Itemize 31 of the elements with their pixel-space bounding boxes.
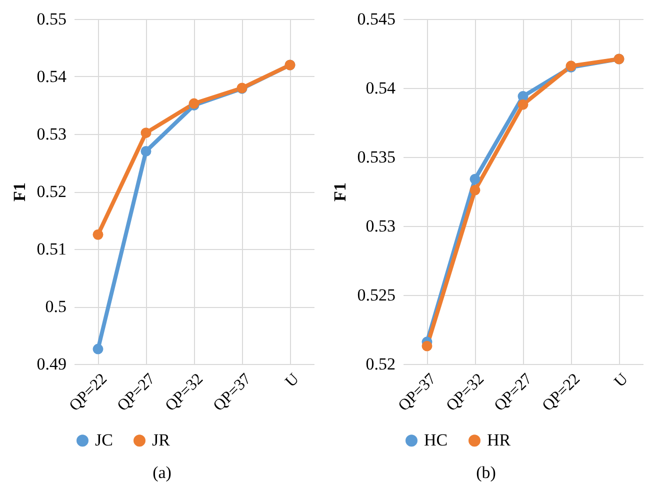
y-tick-label: 0.54 bbox=[36, 67, 67, 86]
point bbox=[140, 146, 152, 156]
x-tick-label: U bbox=[282, 370, 303, 391]
point bbox=[421, 340, 432, 352]
point bbox=[517, 99, 528, 110]
point bbox=[92, 229, 104, 240]
y-tick-label: 0.52 bbox=[36, 182, 66, 201]
y-tick-label: 0.535 bbox=[356, 148, 395, 166]
point bbox=[140, 128, 152, 138]
y-tick-label: 0.49 bbox=[36, 354, 66, 374]
point bbox=[92, 344, 104, 354]
x-tick-label: U bbox=[610, 370, 632, 391]
point bbox=[469, 174, 480, 184]
y-tick-label: 0.55 bbox=[36, 10, 66, 28]
y-tick-label: 0.52 bbox=[365, 354, 395, 374]
y-tick-label: 0.53 bbox=[365, 216, 395, 236]
legend-label: JR bbox=[152, 430, 171, 450]
y-tick-label: 0.54 bbox=[365, 78, 396, 98]
legend-label: HR bbox=[486, 430, 511, 450]
y-tick-label: 0.545 bbox=[356, 10, 395, 28]
y-tick-label: 0.5 bbox=[45, 297, 66, 316]
legend-label: JC bbox=[95, 430, 113, 450]
y-tick-label: 0.51 bbox=[36, 240, 66, 258]
y-tick-label: 0.525 bbox=[356, 286, 395, 304]
text: (b) bbox=[476, 463, 496, 483]
text: (a) bbox=[152, 463, 172, 483]
legend-label: HC bbox=[424, 430, 448, 450]
point bbox=[469, 184, 480, 196]
y-axis-title: F1 bbox=[10, 182, 29, 202]
y-tick-label: 0.53 bbox=[36, 124, 66, 144]
y-axis-title: F1 bbox=[330, 182, 349, 202]
